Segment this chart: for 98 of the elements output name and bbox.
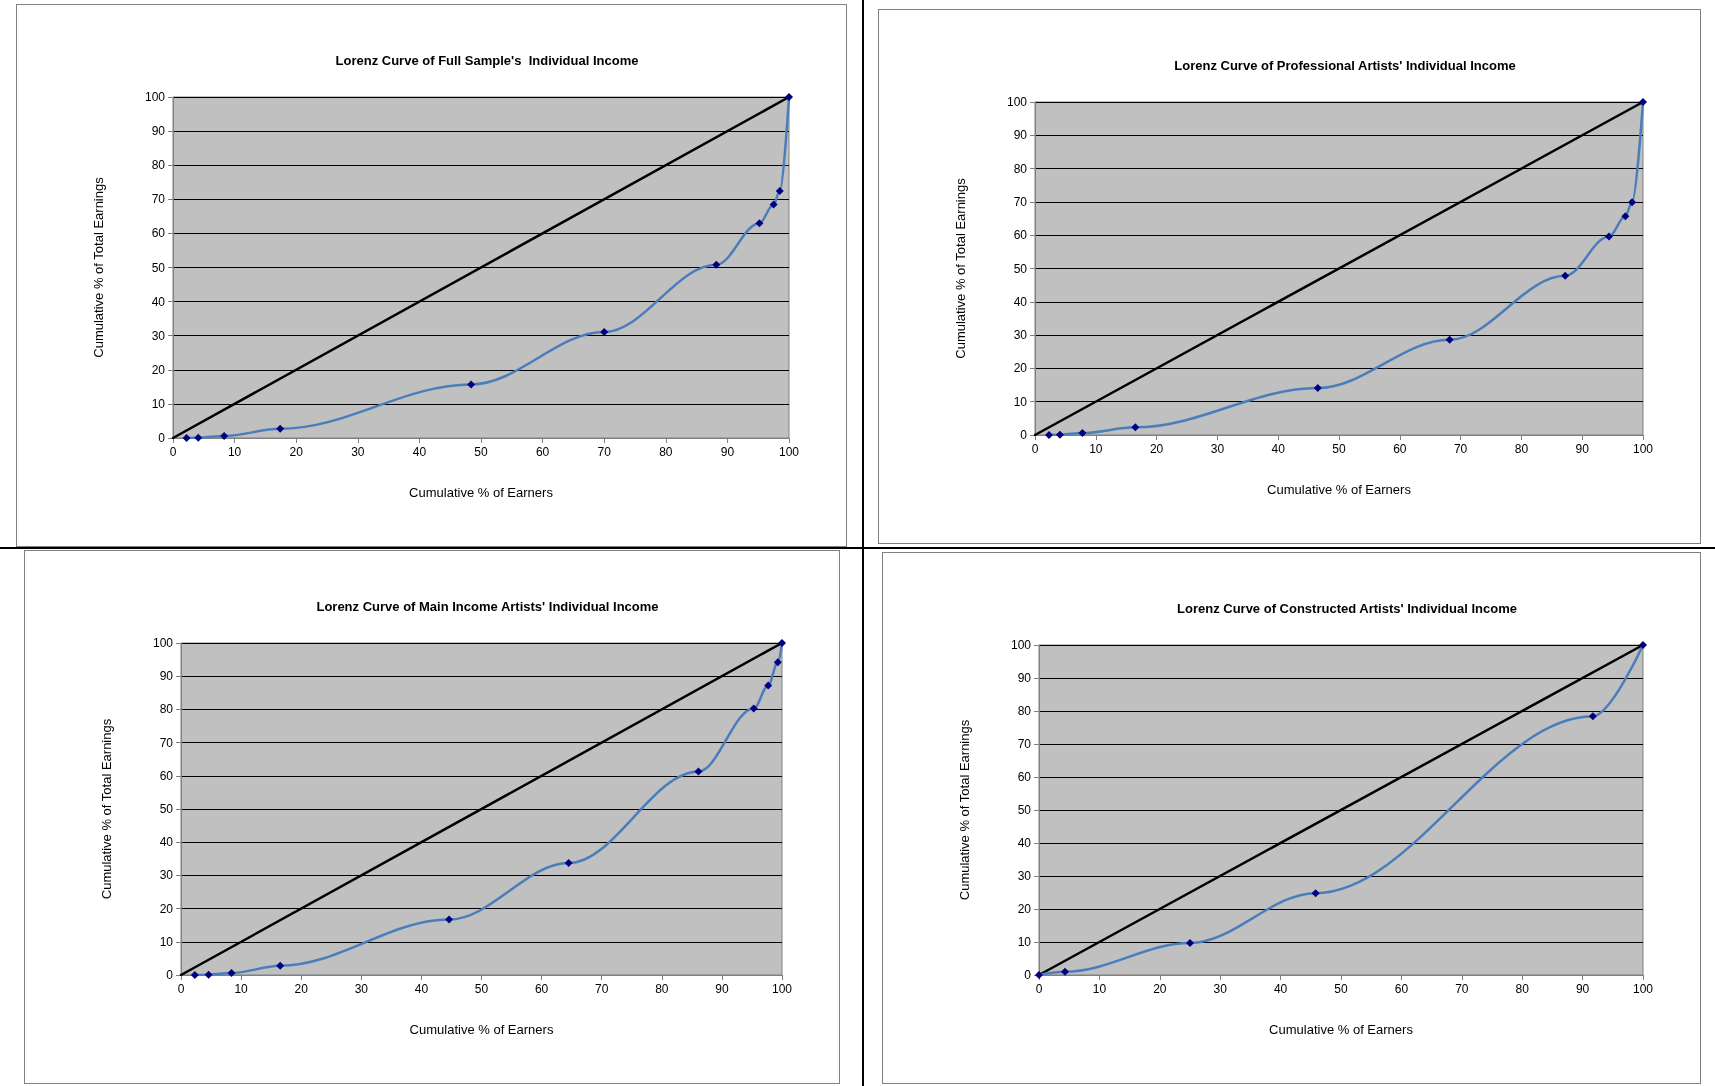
x-tick-label: 40 xyxy=(1271,442,1286,456)
x-tick-label: 60 xyxy=(1394,982,1409,996)
y-tick-label: 40 xyxy=(159,835,174,850)
x-tick-label: 90 xyxy=(720,445,735,459)
y-tick-label: 0 xyxy=(158,431,166,445)
x-tick-label: 40 xyxy=(414,982,429,996)
y-axis-title: Cumulative % of Total Earnings xyxy=(957,719,972,901)
y-tick-label: 80 xyxy=(1017,704,1032,718)
x-tick-label: 0 xyxy=(1035,982,1043,996)
y-tick-label: 10 xyxy=(1017,935,1032,949)
y-tick-label: 50 xyxy=(1013,261,1028,276)
chart-title: Lorenz Curve of Professional Artists' Individual Income xyxy=(1174,58,1516,73)
y-tick-label: 20 xyxy=(1013,361,1028,376)
y-tick-label: 70 xyxy=(159,735,174,750)
y-tick-label: 0 xyxy=(1024,968,1032,982)
x-axis-title: Cumulative % of Earners xyxy=(1267,482,1412,497)
y-tick-label: 30 xyxy=(1017,869,1032,883)
y-axis-title: Cumulative % of Total Earnings xyxy=(99,718,114,900)
x-tick-label: 60 xyxy=(535,445,550,459)
y-tick-label: 50 xyxy=(151,260,166,275)
x-tick-label: 50 xyxy=(474,445,488,459)
x-tick-label: 100 xyxy=(771,982,793,996)
x-tick-label: 90 xyxy=(715,982,729,996)
x-tick-label: 70 xyxy=(595,982,609,996)
x-tick-label: 30 xyxy=(1213,982,1228,996)
x-tick-label: 100 xyxy=(1632,442,1654,456)
y-tick-label: 100 xyxy=(152,636,174,650)
x-tick-label: 30 xyxy=(1210,442,1225,456)
chart-title: Lorenz Curve of Constructed Artists' Individual Income xyxy=(1177,601,1517,616)
x-tick-label: 80 xyxy=(1514,442,1529,456)
y-tick-label: 90 xyxy=(151,124,166,139)
y-tick-label: 70 xyxy=(1013,194,1028,209)
x-tick-label: 100 xyxy=(1632,982,1654,996)
y-tick-label: 80 xyxy=(159,702,174,717)
y-tick-label: 10 xyxy=(1013,394,1028,409)
x-tick-label: 20 xyxy=(1149,442,1164,456)
x-tick-label: 40 xyxy=(412,445,427,459)
x-axis-title: Cumulative % of Earners xyxy=(409,1022,554,1037)
y-tick-label: 100 xyxy=(1010,638,1032,652)
y-tick-label: 60 xyxy=(1013,228,1028,243)
y-tick-label: 20 xyxy=(151,362,166,377)
x-tick-label: 30 xyxy=(351,445,365,459)
y-tick-label: 0 xyxy=(166,968,174,982)
y-tick-label: 40 xyxy=(1013,294,1028,309)
y-tick-label: 100 xyxy=(1006,95,1028,109)
x-tick-label: 40 xyxy=(1273,982,1288,996)
y-tick-label: 40 xyxy=(1017,836,1032,850)
y-tick-label: 10 xyxy=(159,934,174,949)
y-tick-label: 50 xyxy=(1017,803,1032,817)
x-tick-label: 10 xyxy=(227,445,242,459)
x-tick-label: 20 xyxy=(289,445,304,459)
x-tick-label: 70 xyxy=(597,445,612,459)
y-tick-label: 20 xyxy=(159,901,174,916)
y-tick-label: 90 xyxy=(159,669,174,684)
y-tick-label: 60 xyxy=(151,226,166,241)
y-tick-label: 60 xyxy=(159,768,174,783)
x-tick-label: 10 xyxy=(234,982,249,996)
y-tick-label: 10 xyxy=(151,396,166,411)
x-tick-label: 50 xyxy=(1332,442,1346,456)
y-tick-label: 90 xyxy=(1013,128,1028,143)
x-tick-label: 0 xyxy=(177,982,185,996)
y-axis-title: Cumulative % of Total Earnings xyxy=(91,176,106,358)
x-tick-label: 60 xyxy=(1393,442,1407,456)
x-axis-title: Cumulative % of Earners xyxy=(409,485,554,500)
y-tick-label: 30 xyxy=(1013,328,1028,343)
chart-title: Lorenz Curve of Full Sample's Individual Income xyxy=(335,53,639,68)
chart-title: Lorenz Curve of Main Income Artists' Individual Income xyxy=(316,599,659,614)
x-tick-label: 60 xyxy=(534,982,549,996)
x-tick-label: 90 xyxy=(1575,982,1590,996)
y-tick-label: 30 xyxy=(151,328,166,343)
x-tick-label: 80 xyxy=(1515,982,1530,996)
x-tick-label: 100 xyxy=(778,445,800,459)
y-tick-label: 40 xyxy=(151,294,166,309)
x-tick-label: 20 xyxy=(294,982,309,996)
y-tick-label: 30 xyxy=(159,868,174,883)
y-tick-label: 90 xyxy=(1017,671,1032,685)
y-axis-title: Cumulative % of Total Earnings xyxy=(953,177,968,359)
y-tick-label: 70 xyxy=(1017,737,1032,751)
x-tick-label: 50 xyxy=(1334,982,1348,996)
x-tick-label: 70 xyxy=(1455,982,1469,996)
y-tick-label: 80 xyxy=(1013,161,1028,176)
y-tick-label: 80 xyxy=(151,158,166,173)
x-tick-label: 20 xyxy=(1153,982,1167,996)
x-tick-label: 80 xyxy=(655,982,669,996)
y-tick-label: 70 xyxy=(151,192,166,207)
x-tick-label: 10 xyxy=(1089,442,1103,456)
y-tick-label: 60 xyxy=(1017,770,1032,784)
y-tick-label: 20 xyxy=(1017,902,1032,916)
y-tick-label: 100 xyxy=(144,90,166,104)
x-tick-label: 30 xyxy=(354,982,369,996)
x-tick-label: 80 xyxy=(659,445,673,459)
y-tick-label: 50 xyxy=(159,802,174,816)
x-tick-label: 10 xyxy=(1092,982,1107,996)
y-tick-label: 0 xyxy=(1020,428,1028,442)
x-tick-label: 90 xyxy=(1575,442,1590,456)
x-tick-label: 50 xyxy=(474,982,489,996)
x-tick-label: 70 xyxy=(1453,442,1468,456)
x-axis-title: Cumulative % of Earners xyxy=(1269,1022,1414,1037)
